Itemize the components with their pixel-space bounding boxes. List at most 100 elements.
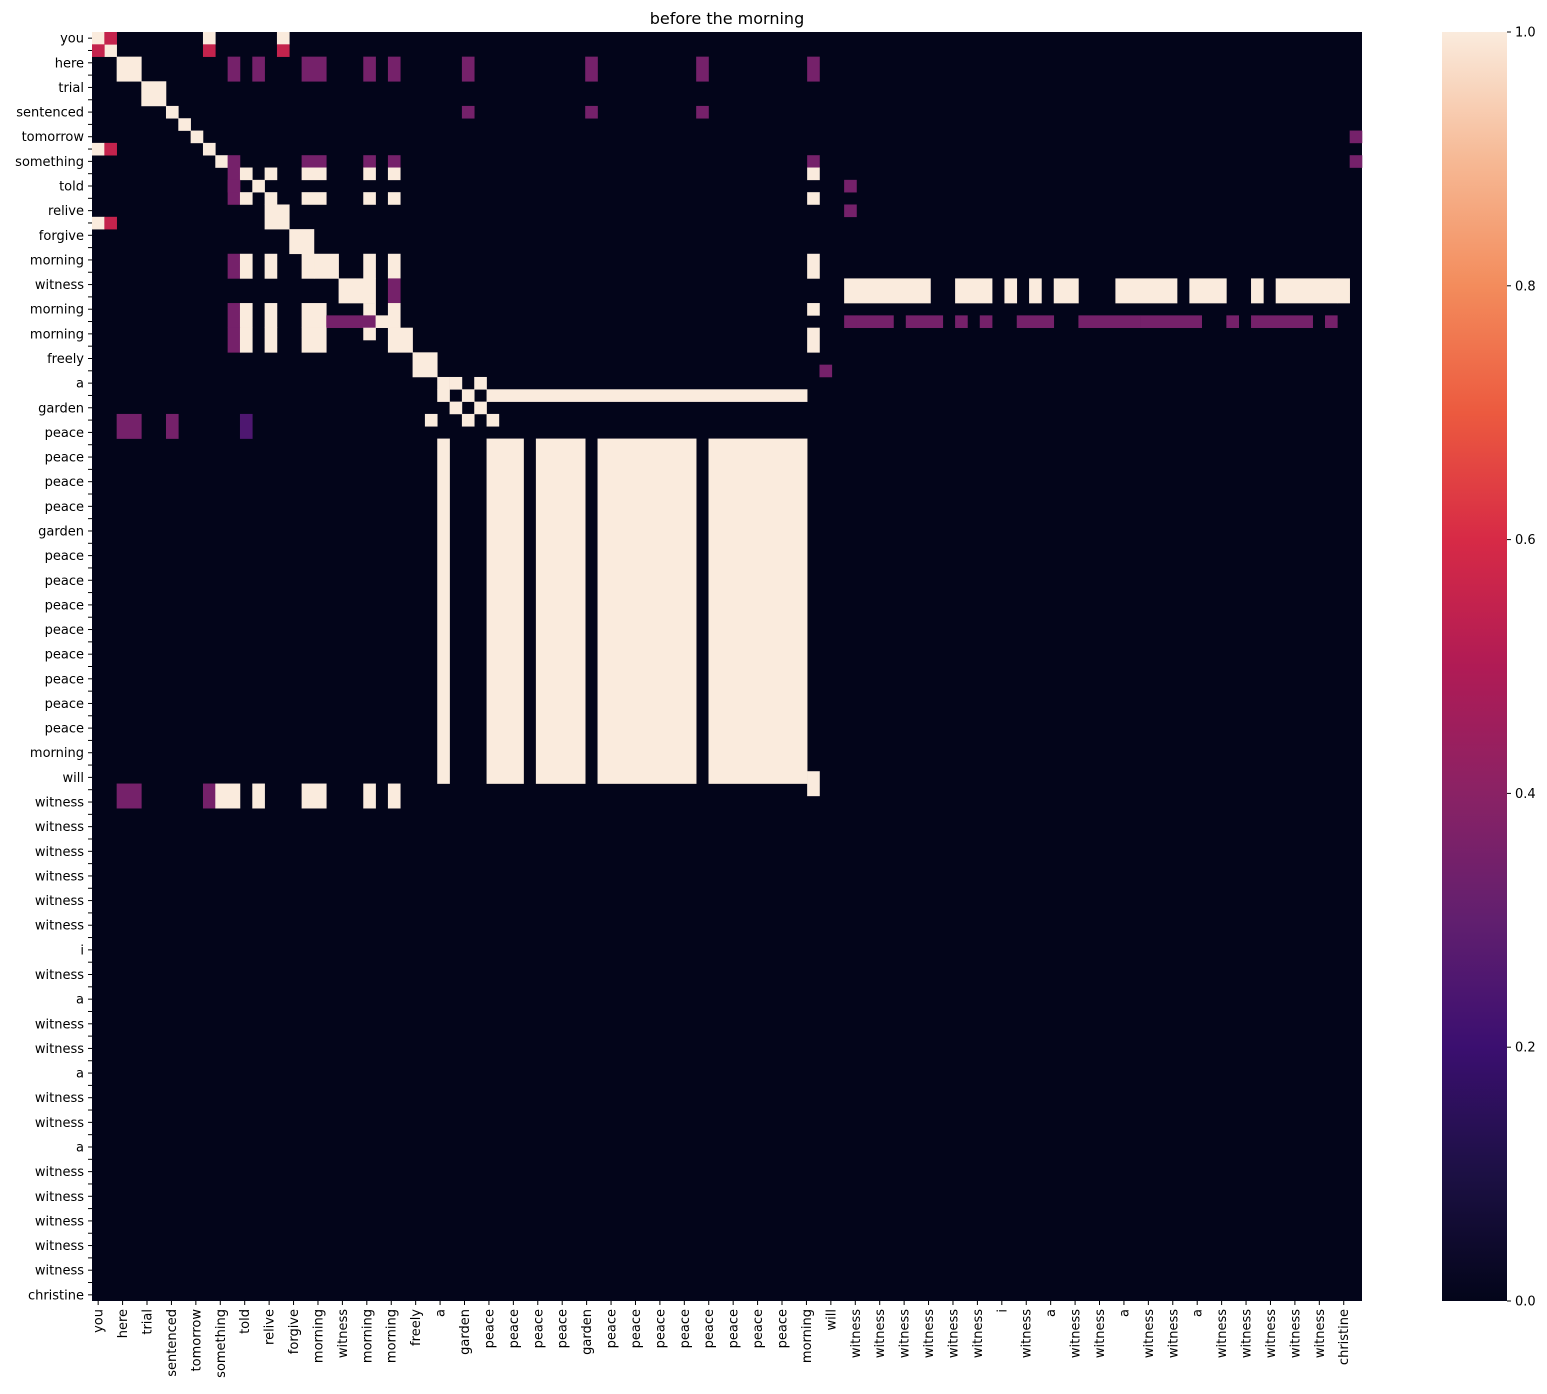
heatmap-cell-block	[264, 167, 278, 181]
heatmap-cell-block	[116, 783, 142, 809]
x-tick-label: something	[214, 1309, 229, 1378]
x-tick-label: peace	[653, 1309, 668, 1348]
heatmap-cell-block	[363, 303, 376, 316]
heatmap-cell-block	[437, 376, 450, 390]
heatmap-cell-block	[1251, 315, 1313, 328]
x-tick-label: morning	[385, 1309, 400, 1363]
y-tick-label: peace	[45, 697, 84, 712]
x-tick-label: witness	[946, 1309, 961, 1358]
heatmap-cell-block	[363, 253, 376, 279]
heatmap-cell-block	[807, 155, 820, 168]
heatmap-cell-block	[264, 253, 278, 279]
x-tick-label: witness	[1166, 1309, 1181, 1358]
x-tick-label: morning	[360, 1309, 375, 1363]
heatmap-cell-block	[363, 327, 376, 341]
heatmap-cell-block	[92, 32, 105, 45]
colorbar-tick-label: 0.8	[1515, 279, 1536, 294]
heatmap-cell-block	[202, 44, 216, 57]
heatmap-cell-block	[227, 327, 241, 353]
y-tick-label: here	[55, 56, 84, 71]
heatmap-cell-block	[326, 315, 376, 328]
heatmap-cell-block	[387, 192, 401, 205]
heatmap-cell-block	[1349, 155, 1363, 168]
heatmap-cell-block	[597, 438, 697, 784]
heatmap-cell-block	[301, 327, 327, 353]
x-tick-label: peace	[556, 1309, 571, 1348]
heatmap-cell-block	[1251, 278, 1264, 304]
y-tick-label: witness	[35, 919, 84, 934]
heatmap-cell-block	[585, 56, 598, 82]
heatmap-cell-block	[141, 81, 167, 107]
x-tick-label: relive	[263, 1309, 278, 1345]
heatmap-cell-block	[239, 413, 253, 439]
plot-area	[92, 32, 1363, 1301]
y-tick-label: morning	[30, 327, 84, 342]
y-tick-label: witness	[35, 968, 84, 983]
y-tick-label: witness	[35, 1091, 84, 1106]
heatmap-cell-block	[955, 278, 993, 304]
heatmap-cell-block	[104, 142, 117, 156]
heatmap-cell-block	[807, 327, 820, 353]
heatmap-cell-block	[338, 278, 376, 304]
y-tick-label: witness	[35, 1239, 84, 1254]
y-tick-label: witness	[35, 1190, 84, 1205]
heatmap-cell-block	[264, 327, 278, 353]
heatmap-cell-block	[301, 253, 315, 279]
heatmap-cell-block	[190, 130, 204, 144]
heatmap-cell-block	[449, 401, 463, 415]
y-tick-label: a	[76, 1067, 84, 1082]
heatmap-cell-block	[239, 253, 253, 279]
heatmap-cell-block	[301, 56, 327, 82]
x-tick-label: peace	[751, 1309, 766, 1348]
y-tick-label: peace	[45, 574, 84, 589]
heatmap-cell-block	[461, 56, 475, 82]
heatmap-cell-block	[387, 56, 401, 82]
heatmap-cell-block	[252, 179, 265, 193]
heatmap-cell-block	[301, 192, 327, 205]
y-tick-label: garden	[38, 524, 84, 539]
y-tick-label: a	[76, 1140, 84, 1155]
heatmap-cell-block	[387, 327, 413, 353]
x-tick-label: a	[1044, 1309, 1059, 1317]
heatmap-cell-block	[227, 303, 241, 328]
y-tick-label: garden	[38, 401, 84, 416]
y-tick-label: witness	[35, 1042, 84, 1057]
y-tick-label: christine	[28, 1288, 84, 1303]
heatmap-cell-block	[535, 438, 586, 784]
y-tick-label: you	[60, 32, 84, 47]
heatmap-cell-block	[92, 44, 105, 57]
x-tick-label: witness	[1313, 1309, 1328, 1358]
heatmap-cell-block	[807, 303, 820, 316]
y-tick-label: a	[76, 377, 84, 392]
heatmap-cell-block	[1016, 315, 1055, 328]
heatmap-cell-block	[239, 167, 253, 181]
heatmap-cell-block	[363, 192, 376, 205]
heatmap-cell-block	[461, 413, 475, 427]
heatmap-cell-block	[1325, 315, 1338, 328]
heatmap-cell-block	[363, 167, 376, 181]
heatmap-cell-block	[165, 105, 179, 119]
y-tick-label: peace	[45, 722, 84, 737]
heatmap-cell-block	[239, 192, 253, 205]
heatmap-cell-block	[437, 389, 450, 402]
heatmap-cell-block	[313, 253, 339, 279]
y-tick-label: peace	[45, 623, 84, 638]
heatmap-cell-block	[301, 167, 327, 181]
heatmap-cell-block	[363, 56, 376, 82]
x-tick-label: a	[1191, 1309, 1206, 1317]
y-tick-label: tomorrow	[22, 130, 85, 145]
heatmap-cell-block	[905, 315, 944, 328]
heatmap-cell-block	[1275, 278, 1338, 304]
y-tick-label: witness	[35, 1116, 84, 1131]
x-tick-label: peace	[678, 1309, 693, 1348]
x-tick-label: witness	[849, 1309, 864, 1358]
x-tick-label: told	[238, 1309, 253, 1334]
x-tick-label: garden	[580, 1309, 595, 1355]
heatmap-cell-block	[165, 413, 179, 439]
y-tick-label: relive	[48, 204, 84, 219]
heatmap-cell-block	[807, 253, 820, 279]
heatmap-cell-block	[227, 56, 241, 82]
x-tick-label: witness	[873, 1309, 888, 1358]
x-tick-label: peace	[531, 1309, 546, 1348]
